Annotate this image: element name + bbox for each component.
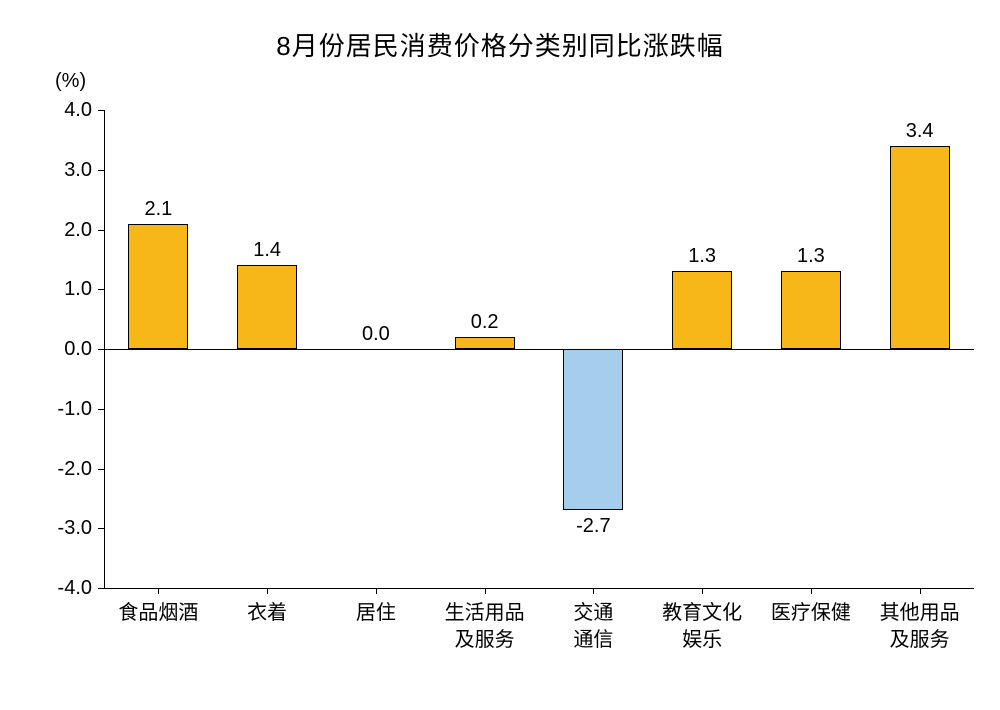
bar (237, 265, 297, 349)
y-tick-label: -2.0 (32, 458, 92, 481)
y-tick-label: -4.0 (32, 577, 92, 600)
x-category-label: 衣着 (213, 600, 322, 627)
x-tick-mark (485, 588, 486, 594)
bar (455, 337, 515, 349)
y-tick-label: -1.0 (32, 398, 92, 421)
x-category-label: 医疗保健 (757, 600, 866, 627)
x-tick-mark (267, 588, 268, 594)
plot-area: 2.11.4 0.00.2 -2.7 1.31.3 3.4 (104, 110, 974, 588)
y-axis-unit: (%) (55, 70, 86, 93)
x-tick-mark (158, 588, 159, 594)
y-tick-label: 4.0 (32, 99, 92, 122)
x-tick-mark (593, 588, 594, 594)
bar (563, 349, 623, 510)
bar-value-label: 1.4 (213, 239, 322, 262)
bar-value-label: 0.2 (430, 311, 539, 334)
bar-value-label: 3.4 (865, 120, 974, 143)
x-tick-mark (702, 588, 703, 594)
chart-title: 8月份居民消费价格分类别同比涨跌幅 (0, 26, 1000, 63)
y-tick-label: 1.0 (32, 278, 92, 301)
x-category-label: 教育文化娱乐 (648, 600, 757, 654)
bar-value-label: 1.3 (648, 245, 757, 268)
y-tick-label: 3.0 (32, 159, 92, 182)
x-category-label: 交通通信 (539, 600, 648, 654)
cpi-category-bar-chart: 8月份居民消费价格分类别同比涨跌幅 (%) -4.0 -3.0 -2.0 -1.0 0.… (0, 0, 1000, 710)
bar-value-label: -2.7 (539, 515, 648, 538)
x-axis-bottom-line (104, 588, 974, 589)
bar (128, 224, 188, 349)
bar (672, 271, 732, 349)
y-tick-label: 0.0 (32, 338, 92, 361)
x-axis-zero-line (104, 349, 974, 350)
x-category-label: 居住 (322, 600, 431, 627)
x-tick-mark (811, 588, 812, 594)
bar-value-label: 2.1 (104, 198, 213, 221)
x-category-label: 食品烟酒 (104, 600, 213, 627)
y-tick-label: -3.0 (32, 517, 92, 540)
x-category-label: 其他用品及服务 (865, 600, 974, 654)
bar (781, 271, 841, 349)
x-tick-mark (376, 588, 377, 594)
y-tick-label: 2.0 (32, 219, 92, 242)
x-tick-mark (920, 588, 921, 594)
bar (890, 146, 950, 349)
x-category-label: 生活用品及服务 (430, 600, 539, 654)
bar-value-label: 0.0 (322, 323, 431, 346)
bar-value-label: 1.3 (757, 245, 866, 268)
